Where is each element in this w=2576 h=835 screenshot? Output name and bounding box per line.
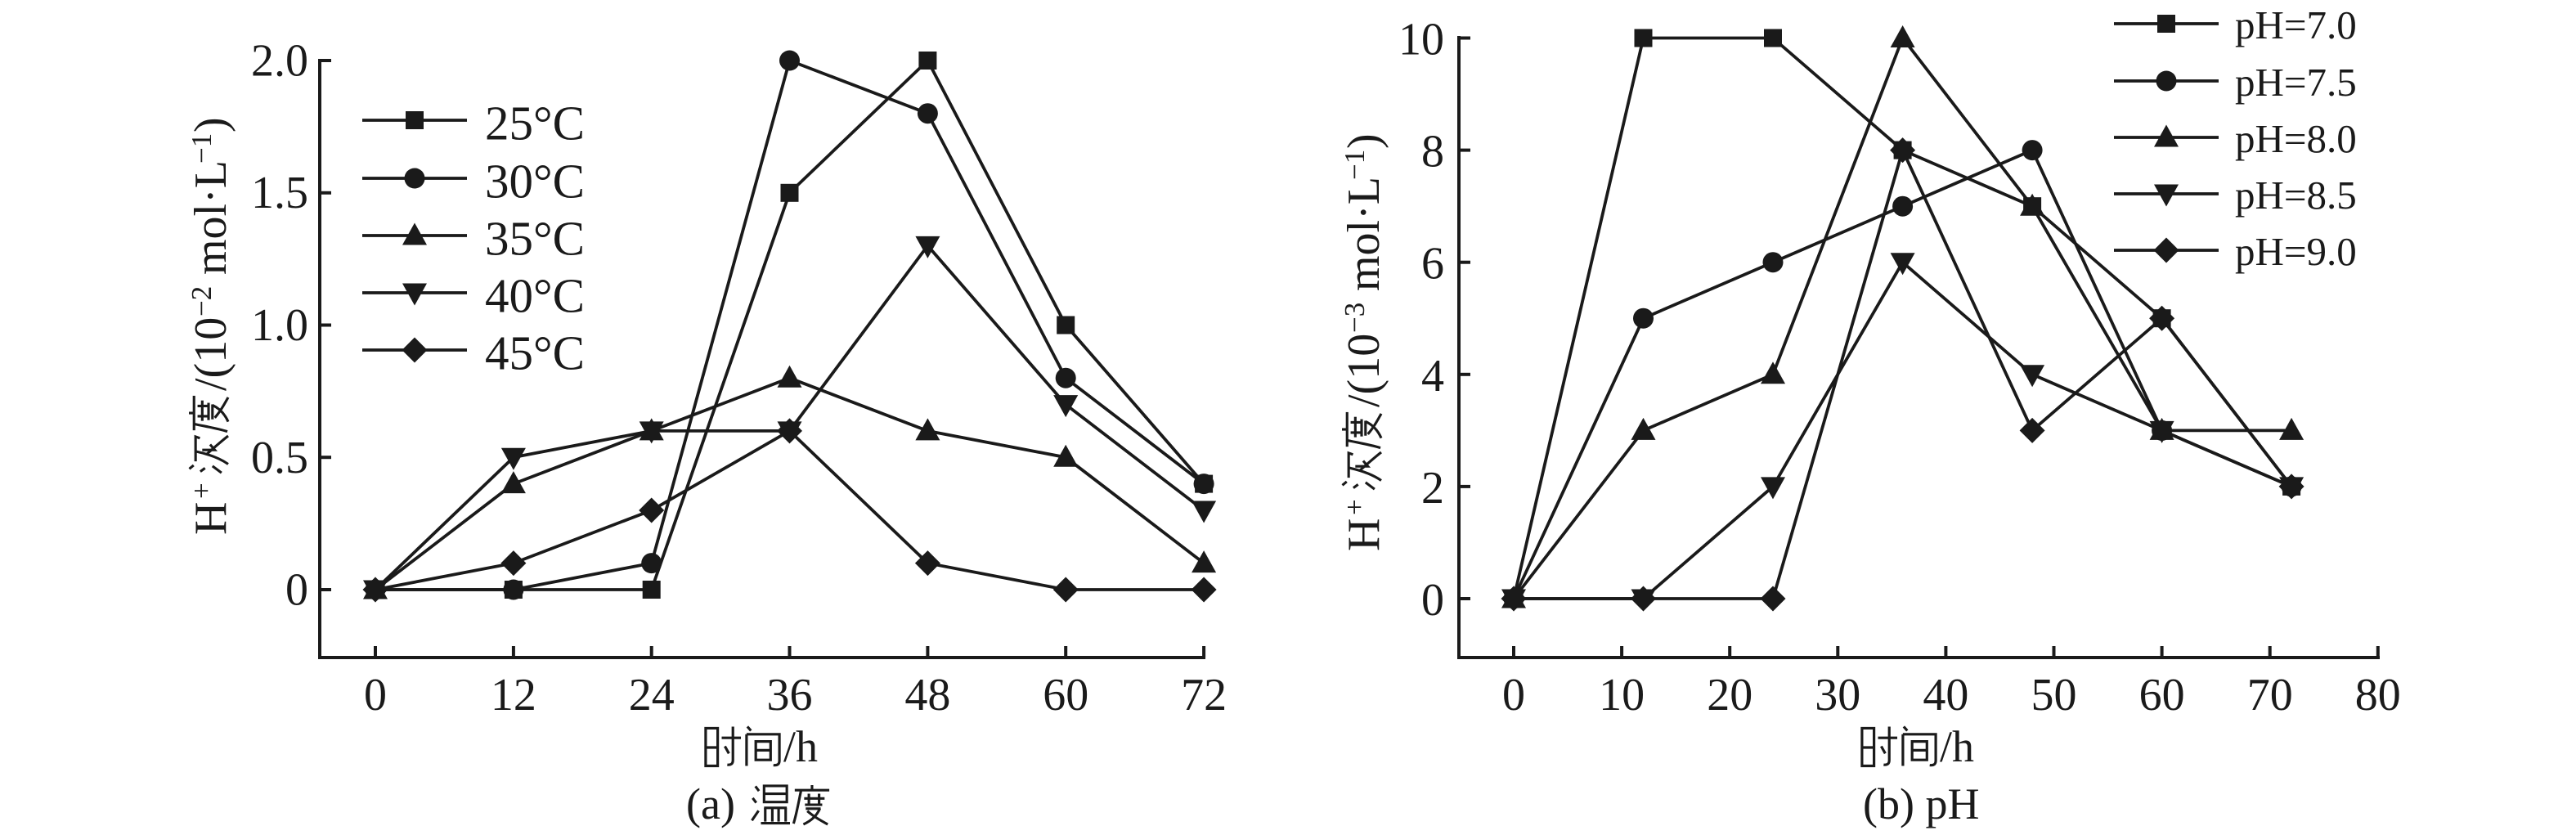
svg-text:36: 36 bbox=[767, 670, 813, 721]
svg-text:6: 6 bbox=[1421, 239, 1444, 290]
svg-text:/(10: /(10 bbox=[1339, 334, 1389, 407]
svg-text:): ) bbox=[186, 117, 236, 132]
svg-text:12: 12 bbox=[491, 670, 536, 721]
svg-text:pH=7.0: pH=7.0 bbox=[2235, 2, 2357, 47]
svg-text:0.5: 0.5 bbox=[251, 433, 308, 483]
svg-text:40: 40 bbox=[1923, 670, 1968, 721]
svg-text:/h: /h bbox=[783, 722, 818, 771]
svg-text:8: 8 bbox=[1421, 127, 1444, 177]
svg-text:0: 0 bbox=[1502, 670, 1525, 721]
svg-text:45°C: 45°C bbox=[485, 326, 585, 380]
svg-text:/(10: /(10 bbox=[186, 317, 236, 391]
svg-text:−3: −3 bbox=[1339, 303, 1371, 333]
svg-text:mol·L: mol·L bbox=[1339, 177, 1389, 291]
svg-text:0: 0 bbox=[1421, 575, 1444, 626]
svg-text:60: 60 bbox=[1043, 670, 1088, 721]
svg-text:pH=8.5: pH=8.5 bbox=[2235, 173, 2357, 218]
svg-text:35°C: 35°C bbox=[485, 212, 585, 266]
svg-text:H: H bbox=[186, 502, 236, 535]
svg-text:72: 72 bbox=[1181, 670, 1227, 721]
svg-text:−2: −2 bbox=[186, 286, 218, 316]
svg-text:1.5: 1.5 bbox=[251, 168, 308, 218]
svg-text:): ) bbox=[1339, 133, 1389, 149]
svg-text:10: 10 bbox=[1398, 15, 1444, 65]
svg-text:40°C: 40°C bbox=[485, 269, 585, 323]
svg-text:70: 70 bbox=[2247, 670, 2293, 721]
svg-text:2.0: 2.0 bbox=[251, 36, 308, 87]
svg-text:4: 4 bbox=[1421, 351, 1444, 402]
svg-text:0: 0 bbox=[285, 565, 308, 616]
svg-text:pH=9.0: pH=9.0 bbox=[2235, 229, 2357, 274]
svg-text:25°C: 25°C bbox=[485, 97, 585, 150]
svg-text:30: 30 bbox=[1815, 670, 1860, 721]
svg-text:60: 60 bbox=[2139, 670, 2185, 721]
svg-text:−1: −1 bbox=[1339, 150, 1371, 180]
svg-text:pH=8.0: pH=8.0 bbox=[2235, 116, 2357, 161]
svg-text:−1: −1 bbox=[186, 133, 218, 164]
svg-text:H: H bbox=[1339, 519, 1389, 551]
svg-text:24: 24 bbox=[629, 670, 675, 721]
svg-text:0: 0 bbox=[364, 670, 387, 721]
svg-text:mol·L: mol·L bbox=[186, 160, 236, 275]
svg-text:30°C: 30°C bbox=[485, 155, 585, 209]
svg-text:(b) pH: (b) pH bbox=[1863, 779, 1979, 828]
svg-text:(a): (a) bbox=[686, 779, 735, 828]
svg-text:48: 48 bbox=[904, 670, 950, 721]
svg-text:1.0: 1.0 bbox=[251, 300, 308, 351]
svg-text:+: + bbox=[186, 483, 218, 499]
svg-text:/h: /h bbox=[1940, 722, 1974, 771]
svg-text:10: 10 bbox=[1599, 670, 1645, 721]
svg-text:2: 2 bbox=[1421, 463, 1444, 514]
svg-text:+: + bbox=[1339, 499, 1371, 515]
svg-text:50: 50 bbox=[2031, 670, 2077, 721]
svg-text:80: 80 bbox=[2355, 670, 2401, 721]
svg-text:pH=7.5: pH=7.5 bbox=[2235, 60, 2357, 105]
svg-text:20: 20 bbox=[1707, 670, 1752, 721]
